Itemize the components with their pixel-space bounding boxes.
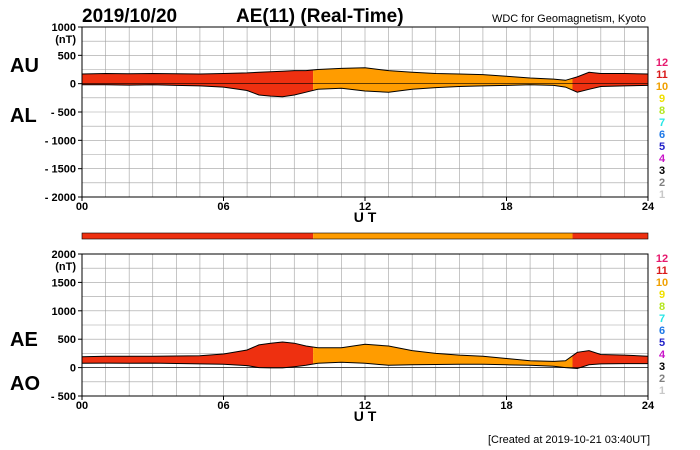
legend-level-label: 7 — [659, 117, 665, 129]
x-tick-label: 18 — [500, 201, 512, 213]
chart-title: AE(11) (Real-Time) — [236, 6, 404, 27]
ae-ao-panel: 2000 1500 1000 500 0 - 500 (nT) 00 06 12 18 24 U T AE… — [10, 249, 655, 424]
x-tick-label: 12 — [359, 201, 371, 213]
y-tick-label: 500 — [58, 334, 76, 346]
y-tick-label: 0 — [70, 79, 76, 91]
x-tick-label: 00 — [76, 400, 88, 412]
activity-strip-segment — [82, 233, 314, 239]
legend-level-label: 3 — [659, 361, 665, 373]
legend-level-label: 6 — [659, 129, 665, 141]
series-line-al — [82, 84, 649, 98]
legend-level-label: 2 — [659, 373, 665, 385]
legend-level-label: 3 — [659, 165, 665, 177]
legend-level-label: 6 — [659, 325, 665, 337]
x-tick-label: 24 — [642, 201, 655, 213]
x-tick-label: 06 — [217, 201, 229, 213]
activity-band — [313, 344, 573, 369]
y-tick-label: 1000 — [52, 306, 76, 318]
legend-level-label: 5 — [659, 141, 665, 153]
y-tick-label: 1500 — [52, 277, 76, 289]
legend-level-label: 1 — [659, 385, 665, 397]
legend-level-label: 2 — [659, 177, 665, 189]
series-line-au — [81, 67, 649, 81]
unit-label: (nT) — [55, 34, 76, 46]
y-tick-label: 1000 — [52, 22, 76, 34]
activity-band — [572, 72, 648, 93]
legend-level-label: 4 — [659, 153, 666, 165]
source-label: WDC for Geomagnetism, Kyoto — [492, 13, 646, 25]
x-tick-label: 00 — [76, 201, 88, 213]
legend-level-label: 4 — [659, 349, 666, 361]
side-label-ao: AO — [10, 373, 40, 395]
x-tick-label: 06 — [217, 400, 229, 412]
au-al-panel: 1000 500 0 - 500 - 1000 - 1500 - 2000 (nT) 00 06 1… — [10, 22, 655, 225]
legend-level-label: 8 — [659, 301, 665, 313]
activity-band — [82, 70, 314, 97]
legend-level-label: 11 — [656, 69, 668, 81]
legend-level-label: 8 — [659, 105, 665, 117]
activity-strip-frame — [81, 232, 649, 240]
x-tick-label: 12 — [359, 400, 371, 412]
x-tick-label: 18 — [500, 400, 512, 412]
legend-level-label: 12 — [656, 57, 668, 69]
series-line-ae — [81, 341, 649, 362]
legend-level-label: 12 — [656, 253, 668, 265]
y-tick-label: - 2000 — [45, 192, 76, 204]
legend-level-label: 7 — [659, 313, 665, 325]
y-tick-label: - 500 — [51, 391, 76, 403]
activity-band — [82, 342, 314, 368]
activity-band — [313, 67, 573, 93]
legend-level-label: 10 — [656, 81, 668, 93]
legend-level-label: 10 — [656, 277, 668, 289]
date-label: 2019/10/20 — [82, 6, 177, 27]
side-label-au: AU — [10, 55, 39, 77]
legend-level-label: 11 — [656, 265, 668, 277]
activity-strip-segment — [572, 233, 648, 239]
x-axis-label: U T — [354, 209, 377, 225]
activity-color-bar — [81, 232, 649, 240]
activity-strip-segment — [313, 233, 573, 239]
y-tick-label: 0 — [70, 363, 76, 375]
y-tick-label: - 1000 — [45, 135, 76, 147]
legend-level-label: 9 — [659, 93, 665, 105]
y-tick-label: 500 — [58, 50, 76, 62]
unit-label: (nT) — [55, 261, 76, 273]
y-tick-label: 2000 — [52, 249, 76, 261]
y-tick-label: - 500 — [51, 107, 76, 119]
y-tick-label: - 1500 — [45, 164, 76, 176]
side-label-ae: AE — [10, 329, 38, 351]
x-axis-label: U T — [354, 408, 377, 424]
x-tick-label: 24 — [642, 400, 655, 412]
activity-band — [572, 350, 648, 369]
legend-level-label: 1 — [659, 189, 665, 201]
legend-level-label: 9 — [659, 289, 665, 301]
created-timestamp: [Created at 2019-10-21 03:40UT] — [488, 434, 650, 446]
legend-level-label: 5 — [659, 337, 665, 349]
side-label-al: AL — [10, 105, 37, 127]
